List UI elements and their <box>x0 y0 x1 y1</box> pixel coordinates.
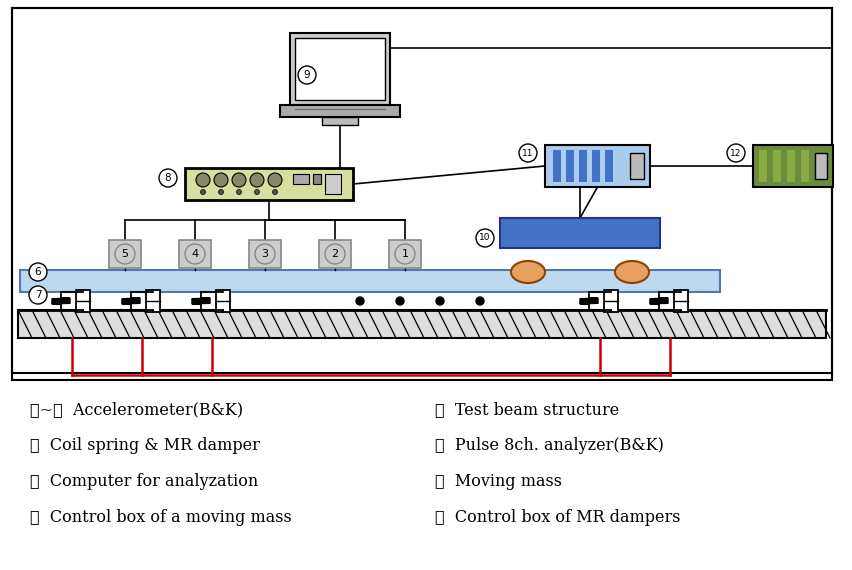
Circle shape <box>196 173 210 187</box>
Text: 6: 6 <box>35 267 41 277</box>
Text: 8: 8 <box>164 173 171 183</box>
Text: ⑧  Coil spring & MR damper: ⑧ Coil spring & MR damper <box>30 438 260 454</box>
Bar <box>500 218 660 248</box>
Circle shape <box>237 189 241 194</box>
Circle shape <box>519 144 537 162</box>
Text: 10: 10 <box>479 234 491 242</box>
Bar <box>773 150 781 182</box>
Bar <box>319 240 351 268</box>
Bar <box>290 33 390 105</box>
Ellipse shape <box>511 261 545 283</box>
Bar <box>20 270 720 292</box>
Circle shape <box>115 244 135 264</box>
Text: 2: 2 <box>331 249 338 259</box>
Circle shape <box>185 244 205 264</box>
Bar <box>592 150 600 182</box>
Bar <box>76 290 90 312</box>
Bar <box>109 240 141 268</box>
Bar <box>566 150 574 182</box>
Bar <box>630 153 644 179</box>
Text: 3: 3 <box>262 249 268 259</box>
Bar <box>604 290 618 312</box>
Text: ①~⑥  Accelerometer(B&K): ①~⑥ Accelerometer(B&K) <box>30 401 243 418</box>
Text: ⒪  Moving mass: ⒪ Moving mass <box>435 474 562 491</box>
Circle shape <box>200 189 205 194</box>
Bar <box>293 174 309 184</box>
Circle shape <box>268 173 282 187</box>
Bar <box>249 240 281 268</box>
Text: 9: 9 <box>303 70 310 80</box>
Text: ⑦  Test beam structure: ⑦ Test beam structure <box>435 401 619 418</box>
Text: 5: 5 <box>122 249 129 259</box>
Text: ⑩  Computer for analyzation: ⑩ Computer for analyzation <box>30 474 258 491</box>
Circle shape <box>255 189 260 194</box>
Circle shape <box>232 173 246 187</box>
Bar <box>389 240 421 268</box>
Bar <box>146 290 160 312</box>
Bar <box>545 145 650 187</box>
Bar <box>185 168 353 200</box>
Bar <box>325 174 341 194</box>
Circle shape <box>159 169 177 187</box>
Circle shape <box>476 297 484 305</box>
Circle shape <box>255 244 275 264</box>
Text: 4: 4 <box>192 249 199 259</box>
Circle shape <box>273 189 278 194</box>
Bar <box>18 310 826 338</box>
Ellipse shape <box>615 261 649 283</box>
Text: 12: 12 <box>730 149 742 157</box>
Text: ⑫  Control box of MR dampers: ⑫ Control box of MR dampers <box>435 510 681 527</box>
Bar <box>216 290 230 312</box>
Circle shape <box>396 297 404 305</box>
Circle shape <box>476 229 494 247</box>
Bar <box>12 8 832 373</box>
Circle shape <box>395 244 415 264</box>
Circle shape <box>214 173 228 187</box>
Circle shape <box>356 297 364 305</box>
Bar <box>322 117 358 125</box>
Bar <box>553 150 561 182</box>
Circle shape <box>436 297 444 305</box>
Bar <box>313 174 321 184</box>
Bar <box>674 290 688 312</box>
Circle shape <box>218 189 223 194</box>
Bar <box>759 150 767 182</box>
Text: 7: 7 <box>35 290 41 300</box>
Bar <box>787 150 795 182</box>
Circle shape <box>325 244 345 264</box>
Bar <box>815 153 827 179</box>
Text: 1: 1 <box>401 249 408 259</box>
Circle shape <box>298 66 316 84</box>
Bar <box>179 240 211 268</box>
Circle shape <box>29 286 47 304</box>
Text: ⑪  Control box of a moving mass: ⑪ Control box of a moving mass <box>30 510 291 527</box>
Circle shape <box>29 263 47 281</box>
Circle shape <box>250 173 264 187</box>
Bar <box>295 38 385 100</box>
Text: ⑨  Pulse 8ch. analyzer(B&K): ⑨ Pulse 8ch. analyzer(B&K) <box>435 438 664 454</box>
Text: 11: 11 <box>522 149 533 157</box>
Bar <box>753 145 833 187</box>
Circle shape <box>727 144 745 162</box>
Bar <box>801 150 809 182</box>
Bar <box>579 150 587 182</box>
Bar <box>605 150 613 182</box>
Bar <box>280 105 400 117</box>
